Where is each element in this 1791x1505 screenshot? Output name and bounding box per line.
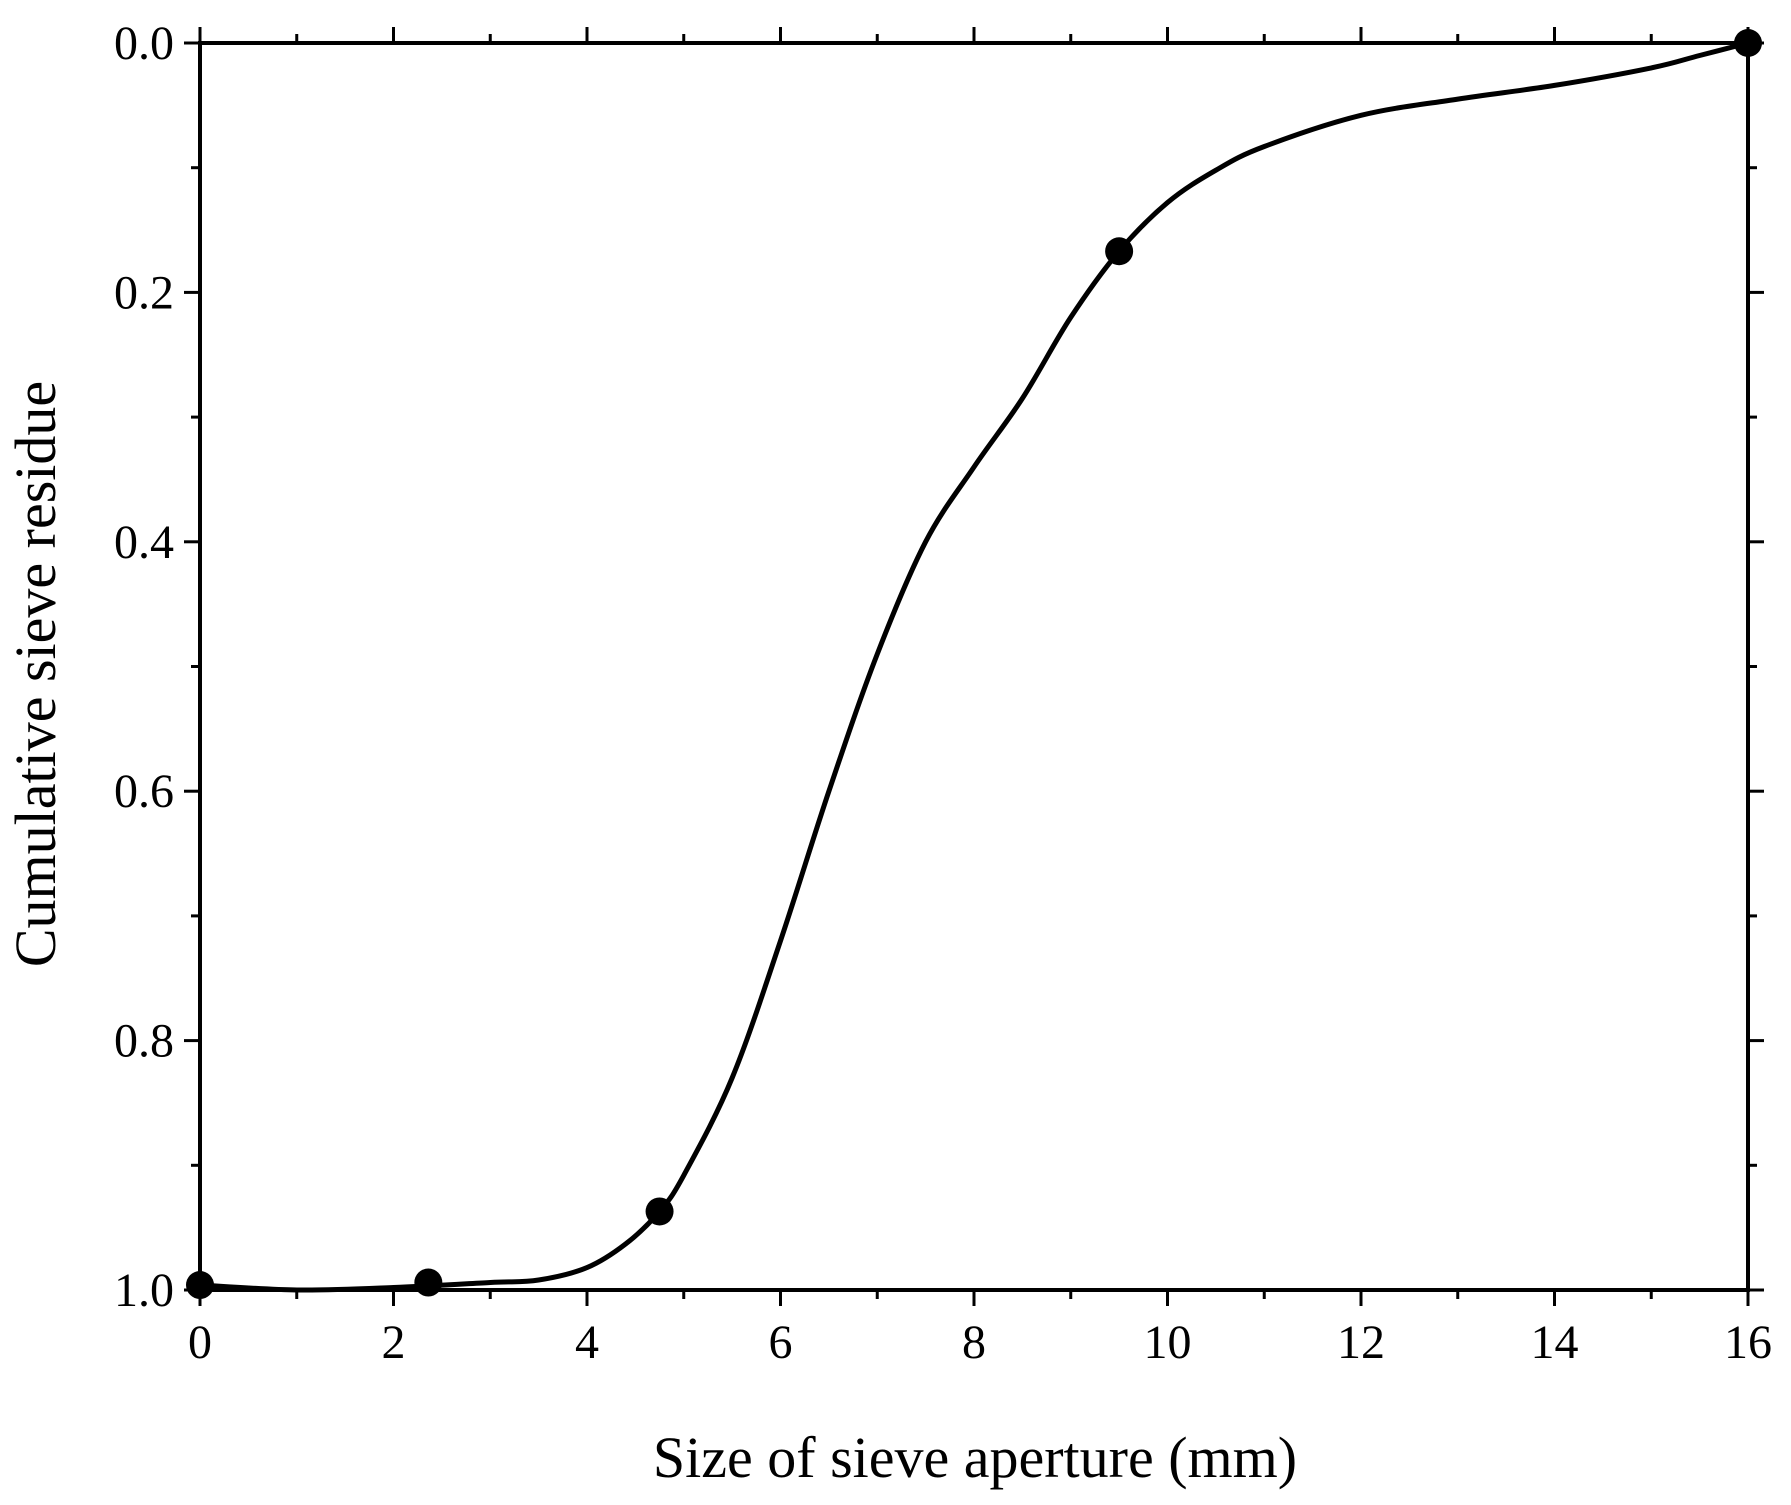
x-tick-label: 2 xyxy=(382,1316,406,1369)
x-tick-label: 12 xyxy=(1337,1316,1385,1369)
y-tick-label: 0.0 xyxy=(114,17,174,70)
x-tick-label: 6 xyxy=(769,1316,793,1369)
y-tick-label: 1.0 xyxy=(114,1264,174,1317)
y-tick-label: 0.6 xyxy=(114,765,174,818)
data-point xyxy=(645,1197,674,1226)
series-line xyxy=(197,40,1751,1293)
y-tick-label: 0.2 xyxy=(114,266,174,319)
x-tick-label: 10 xyxy=(1144,1316,1192,1369)
y-axis-title: Cumulative sieve residue xyxy=(3,381,68,967)
x-tick-label: 16 xyxy=(1724,1316,1772,1369)
x-tick-label: 8 xyxy=(962,1316,986,1369)
y-tick-label: 0.8 xyxy=(114,1015,174,1068)
x-tick-label: 14 xyxy=(1531,1316,1579,1369)
data-point xyxy=(1105,237,1134,266)
y-tick-label: 0.4 xyxy=(114,516,174,569)
data-point xyxy=(1734,29,1762,57)
plot-frame xyxy=(198,41,1750,1292)
x-axis-title: Size of sieve aperture (mm) xyxy=(653,1425,1297,1490)
data-point xyxy=(414,1268,443,1297)
data-point xyxy=(186,1271,214,1300)
x-tick-label: 4 xyxy=(575,1316,599,1369)
x-tick-label: 0 xyxy=(188,1316,212,1369)
